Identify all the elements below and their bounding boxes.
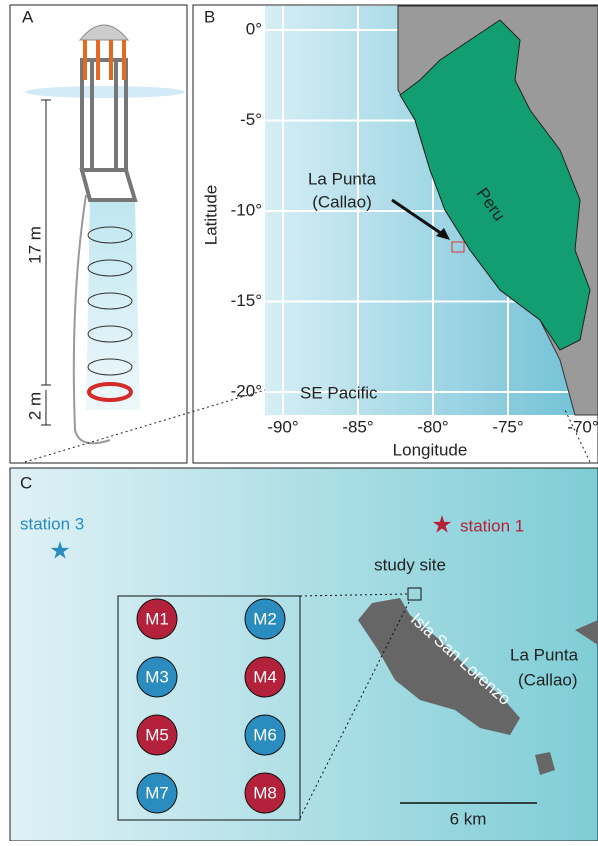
mooring-label: M7 <box>145 783 169 802</box>
mooring-label: M5 <box>145 725 169 744</box>
panel-label: C <box>20 473 32 492</box>
peru <box>399 19 591 351</box>
lat-tick-label: -10° <box>231 200 262 219</box>
mooring-label: M8 <box>253 783 277 802</box>
arrow <box>391 198 446 238</box>
mooring-label: M6 <box>253 725 277 744</box>
mooring-label: M2 <box>253 609 277 628</box>
lat-tick-label: -15° <box>231 291 262 310</box>
lat-tick-label: 0° <box>246 19 262 38</box>
mooring <box>136 714 178 756</box>
mooring <box>136 772 178 814</box>
lon-tick-label: -75° <box>492 417 523 436</box>
site-label: La Punta <box>308 169 377 188</box>
site-label: (Callao) <box>312 192 372 211</box>
depth-label: 2 m <box>25 392 44 420</box>
scale-label: 6 km <box>450 809 487 828</box>
mooring <box>244 714 286 756</box>
station-star: ★ <box>49 537 71 564</box>
mooring-label: M3 <box>145 667 169 686</box>
mooring <box>244 598 286 640</box>
site-label: study site <box>374 555 446 574</box>
panel-label: A <box>22 7 34 26</box>
town-label: La Punta <box>510 645 579 664</box>
light-cone <box>86 200 140 410</box>
lat-tick-label: -5° <box>240 110 262 129</box>
inset-box <box>117 595 301 821</box>
lon-tick-label: -85° <box>342 417 373 436</box>
mooring <box>244 772 286 814</box>
mooring-label: M1 <box>145 609 169 628</box>
mooring <box>136 598 178 640</box>
lon-tick-label: -80° <box>417 417 448 436</box>
panel-c-frame <box>9 467 598 842</box>
station-label: station 1 <box>460 516 524 535</box>
lon-tick-label: -90° <box>267 417 298 436</box>
island <box>358 598 520 735</box>
sea-label: SE Pacific <box>300 383 378 402</box>
mooring-label: M4 <box>253 667 277 686</box>
lat-tick-label: -20° <box>231 381 262 400</box>
panel-label: B <box>204 7 215 26</box>
axis-label: Longitude <box>393 440 468 459</box>
depth-label: 17 m <box>25 226 44 264</box>
mooring <box>136 656 178 698</box>
town-label: (Callao) <box>518 670 578 689</box>
mooring <box>244 656 286 698</box>
station-star: ★ <box>431 511 453 538</box>
lon-tick-label: -70° <box>567 417 598 436</box>
site-box <box>451 241 465 253</box>
station-label: station 3 <box>20 514 84 533</box>
axis-label: Latitude <box>201 185 220 246</box>
